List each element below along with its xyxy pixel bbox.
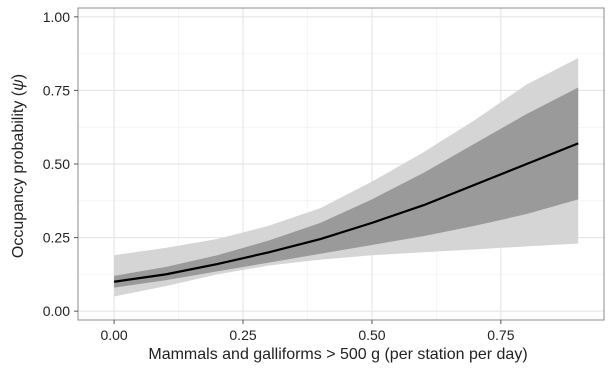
mean-line (113, 142, 579, 283)
y-axis-title-part: Occupancy probability ( (10, 90, 27, 258)
inner-interval-band (114, 87, 579, 288)
y-tick-label: 0.75 (43, 82, 70, 98)
y-tick-label: 1.00 (43, 9, 70, 25)
x-tick-label: 0.00 (100, 327, 127, 343)
y-axis-title-part: ) (10, 74, 27, 79)
outer-interval-band (114, 58, 579, 297)
y-tick-label: 0.50 (43, 156, 70, 172)
x-tick-label: 0.25 (229, 327, 256, 343)
x-tick-label: 0.50 (358, 327, 385, 343)
y-axis-title: Occupancy probability (ψ) (10, 74, 27, 258)
x-tick-label: 0.75 (487, 327, 514, 343)
y-tick-label: 0.25 (43, 230, 70, 246)
x-axis-title: Mammals and galliforms > 500 g (per stat… (148, 346, 527, 363)
y-axis-title-symbol: ψ (10, 79, 27, 91)
y-tick-label: 0.00 (43, 303, 70, 319)
